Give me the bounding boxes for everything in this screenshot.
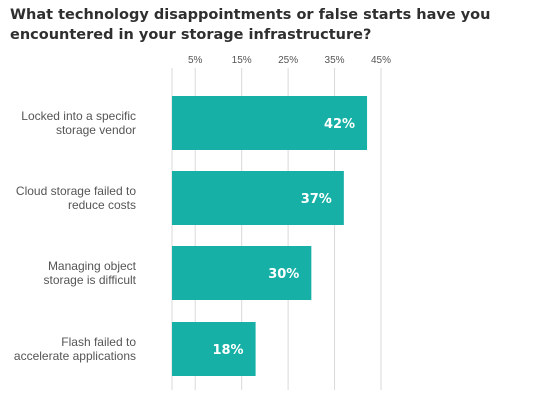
- bar: [172, 96, 368, 150]
- bars: [172, 96, 368, 376]
- bar: [172, 171, 344, 225]
- bar: [172, 322, 256, 376]
- x-tick-label: 35%: [325, 55, 345, 66]
- x-tick-label: 15%: [232, 55, 252, 66]
- category-label: reduce costs: [68, 198, 136, 212]
- category-label: Cloud storage failed to: [16, 184, 136, 198]
- x-tick-label: 5%: [188, 55, 203, 66]
- x-tick-label: 25%: [278, 55, 298, 66]
- chart-title: What technology disappointments or false…: [10, 7, 491, 43]
- category-label: Locked into a specific: [21, 109, 136, 123]
- bar-value-label: 30%: [268, 267, 299, 282]
- category-label: Flash failed to: [61, 335, 136, 349]
- value-labels: 42% 37% 30% 18%: [212, 117, 355, 358]
- category-label: Managing object: [48, 259, 137, 273]
- category-label: storage is difficult: [44, 273, 137, 287]
- x-tick-labels: 5% 15% 25% 35% 45%: [188, 55, 391, 66]
- bar-value-label: 37%: [301, 192, 332, 207]
- x-tick-label: 45%: [371, 55, 391, 66]
- bar-value-label: 42%: [324, 117, 355, 132]
- bar: [172, 246, 312, 300]
- bar-value-label: 18%: [212, 343, 243, 358]
- category-label: accelerate applications: [14, 349, 136, 363]
- category-label: storage vendor: [56, 123, 136, 137]
